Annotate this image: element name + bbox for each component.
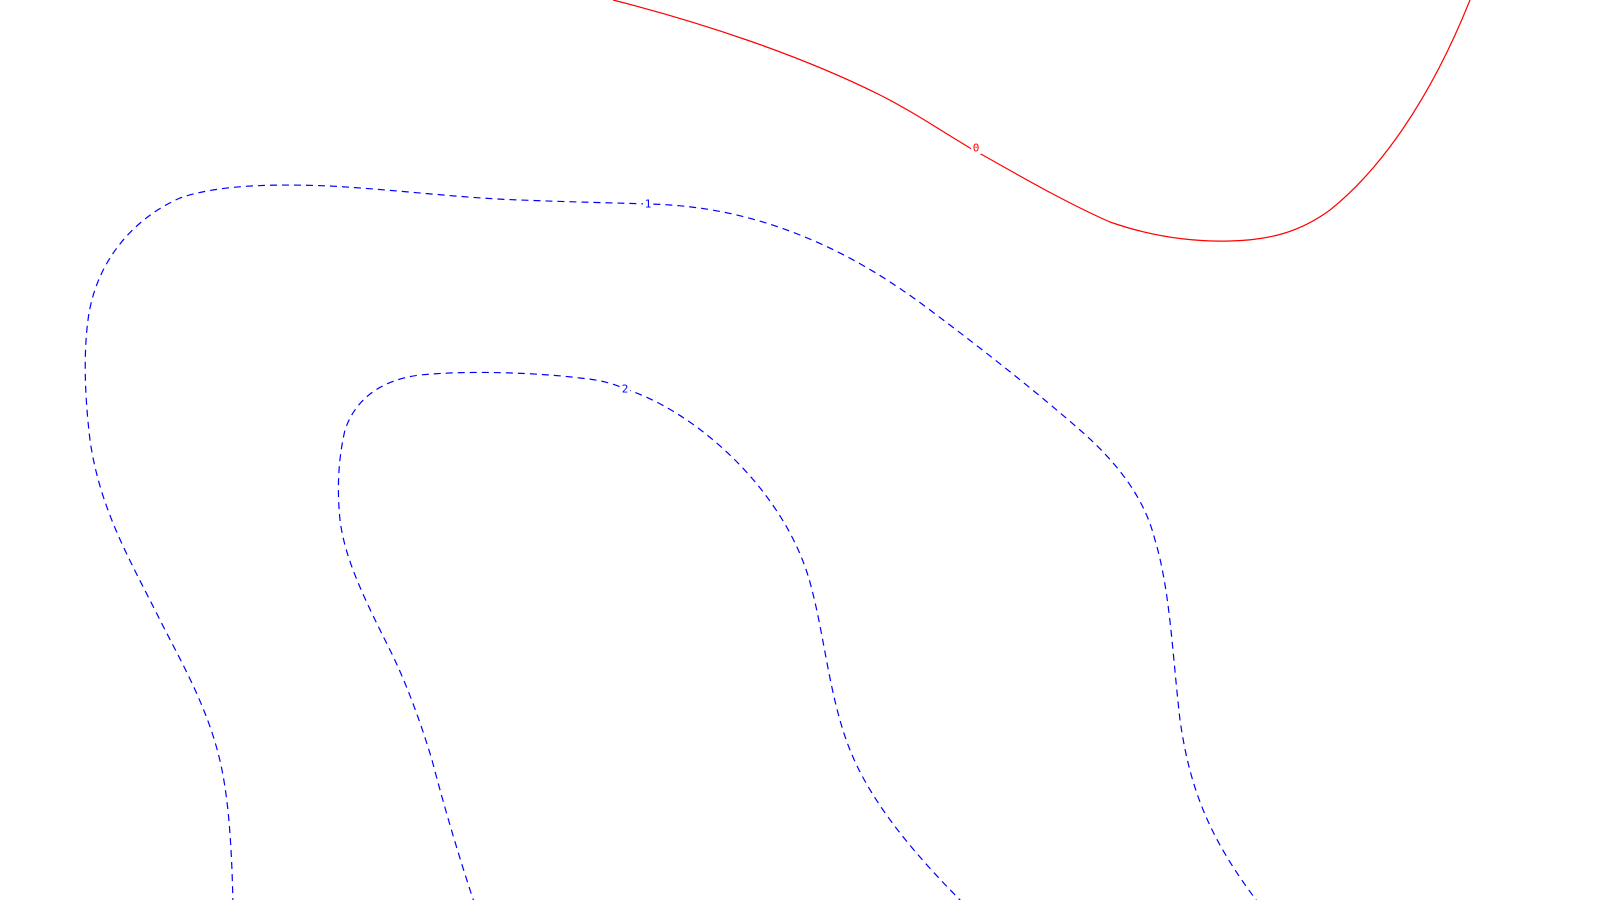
contour-label-knockout-2 bbox=[620, 382, 630, 395]
contour-label-2: 2 bbox=[622, 383, 629, 396]
contour-line-1 bbox=[84, 184, 1257, 900]
contour-label-1: 1 bbox=[645, 198, 652, 211]
contour-level-1: 1 bbox=[84, 184, 1257, 900]
contour-label-knockout-0 bbox=[971, 141, 981, 154]
contour-line-2 bbox=[337, 371, 961, 900]
contour-label-knockout-1 bbox=[643, 197, 653, 210]
contour-line-0 bbox=[612, 0, 1471, 242]
contour-label-0: 0 bbox=[973, 142, 980, 155]
contour-level-2: 2 bbox=[337, 371, 961, 900]
contour-level-0: 0 bbox=[612, 0, 1471, 242]
